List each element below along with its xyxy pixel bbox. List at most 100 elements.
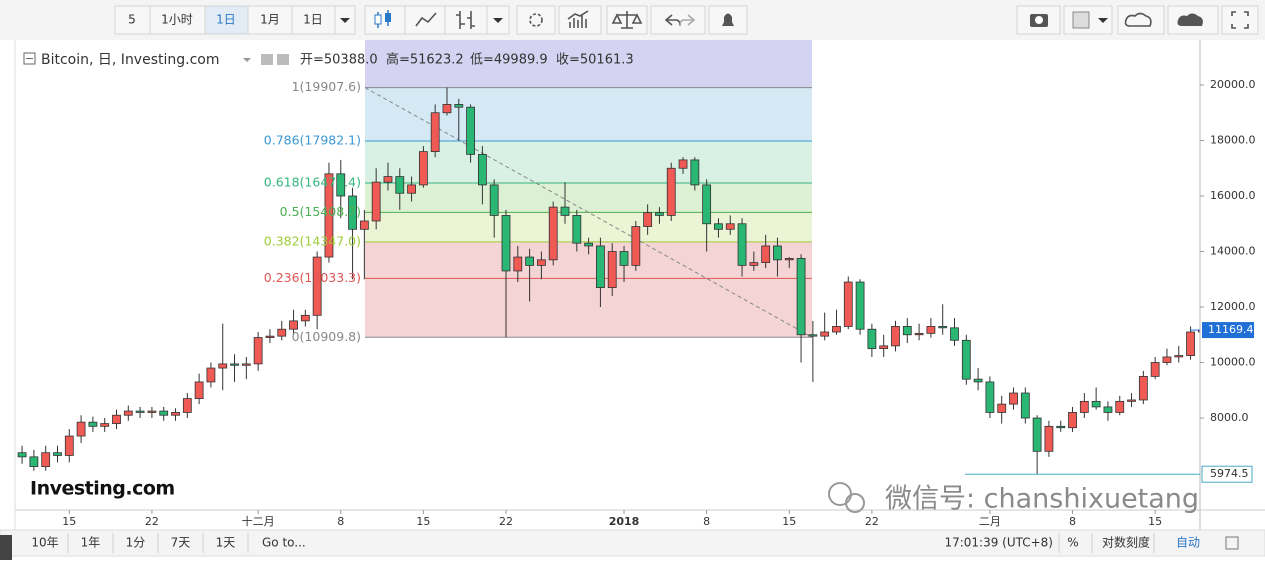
fib-label: 0.786(17982.1) — [264, 133, 361, 148]
candle-body — [714, 223, 723, 230]
x-tick-label: 22 — [145, 515, 159, 528]
candle-body — [596, 245, 605, 288]
icon — [1231, 11, 1249, 29]
x-tick-label: 15 — [1148, 515, 1162, 528]
candle-body — [1009, 392, 1018, 405]
candle-body — [537, 259, 546, 266]
candle-body — [1150, 362, 1160, 377]
studies-button[interactable] — [558, 5, 602, 35]
candle-body — [1103, 406, 1113, 413]
option-button[interactable]: 自动 — [1176, 536, 1200, 550]
candle-body — [300, 314, 310, 322]
candle-body — [702, 184, 712, 225]
candle-body — [761, 245, 771, 264]
candle-body — [879, 345, 889, 350]
candle-body — [159, 410, 169, 416]
button[interactable] — [247, 5, 293, 35]
logo: Investing.com — [30, 478, 175, 500]
x-tick-label: 2018 — [609, 515, 640, 528]
x-tick-label: 15 — [62, 515, 76, 528]
low-marker-label: 5974.5 — [1210, 467, 1249, 480]
candle-body — [643, 212, 653, 227]
indicator-button[interactable] — [444, 5, 488, 35]
option-button[interactable]: 对数刻度 — [1102, 535, 1150, 550]
candle-body — [796, 258, 806, 336]
candle-body — [112, 414, 121, 424]
fib-label: 0.236(13033.3) — [264, 270, 361, 285]
candle-body — [442, 104, 452, 114]
candle-body — [359, 220, 369, 230]
ohlc-open: 开=50388.0 — [300, 53, 378, 68]
legend: Bitcoin, 日, Investing.com 开=50388.0 高=51… — [23, 52, 634, 68]
candle-body — [784, 258, 794, 261]
button-label: 1日 — [216, 13, 236, 27]
candle-body — [29, 456, 39, 467]
candle-body — [725, 223, 735, 230]
button[interactable] — [291, 5, 336, 35]
candle-body — [938, 326, 948, 329]
low-marker-tag — [1201, 465, 1253, 483]
icon — [374, 14, 382, 25]
x-tick-label: 8 — [337, 515, 344, 528]
y-tick-label: 18000.0 — [1210, 134, 1256, 147]
candle-body — [867, 328, 877, 350]
candle-body — [1115, 400, 1125, 413]
candle-body — [1174, 355, 1184, 358]
x-tick-label: 十二月 — [242, 514, 275, 528]
toolbar: 5 1小时 1日 1月 1日 — [0, 0, 1265, 40]
icon[interactable] — [277, 54, 289, 65]
candle-body — [194, 381, 204, 399]
candle-body — [997, 403, 1007, 413]
candle-body — [230, 363, 239, 366]
candle-body — [843, 281, 853, 327]
range-button[interactable]: 7天 — [171, 536, 191, 550]
icon — [415, 12, 437, 27]
candle-body — [749, 262, 759, 266]
candle-body — [88, 421, 98, 427]
candle-body — [135, 410, 145, 413]
candle-body — [371, 181, 381, 222]
goto-button[interactable]: Go to... — [262, 536, 306, 550]
x-tick-label: 15 — [782, 515, 796, 528]
last-price-tag — [1202, 322, 1254, 339]
button-label: 1月 — [260, 13, 280, 27]
button-label: 1小时 — [161, 13, 193, 27]
range-button[interactable]: 10年 — [31, 536, 58, 550]
icon[interactable] — [261, 54, 273, 65]
candle-body — [1186, 331, 1195, 356]
watermark: 微信号: chanshixuetang — [885, 484, 1199, 515]
candle-body — [76, 421, 86, 437]
fib-band — [365, 212, 812, 242]
settings-icon[interactable] — [1225, 536, 1239, 550]
wechat-icon — [845, 493, 865, 513]
candle-body — [466, 106, 475, 155]
candle-body — [1020, 392, 1030, 419]
range-button[interactable]: 1天 — [216, 536, 236, 550]
candle-body — [950, 327, 959, 341]
candle-body — [737, 223, 747, 266]
candle-body — [1079, 400, 1089, 413]
option-button[interactable]: % — [1067, 536, 1078, 550]
cloud-download[interactable] — [1117, 5, 1165, 35]
icon — [567, 10, 589, 28]
candle-body — [820, 331, 830, 337]
interval-input[interactable] — [114, 5, 151, 35]
y-tick-label: 14000.0 — [1210, 245, 1256, 258]
icon — [679, 14, 696, 27]
range-button[interactable]: 1分 — [126, 536, 146, 550]
bottom-bg — [0, 529, 1265, 557]
fullscreen-button[interactable] — [1221, 5, 1259, 35]
range-button[interactable]: 1年 — [81, 536, 101, 550]
settings-button[interactable] — [516, 5, 556, 35]
candle-body — [985, 381, 995, 413]
candle-body — [855, 281, 865, 330]
edge-tab — [0, 535, 12, 560]
candle-body — [348, 195, 357, 230]
candle-body — [1091, 400, 1101, 408]
fib-label: 0.5(15408.7) — [280, 204, 361, 219]
candle-body — [513, 256, 523, 272]
candle-body — [572, 215, 582, 244]
candle-body — [902, 326, 912, 336]
candle-body — [773, 245, 782, 261]
